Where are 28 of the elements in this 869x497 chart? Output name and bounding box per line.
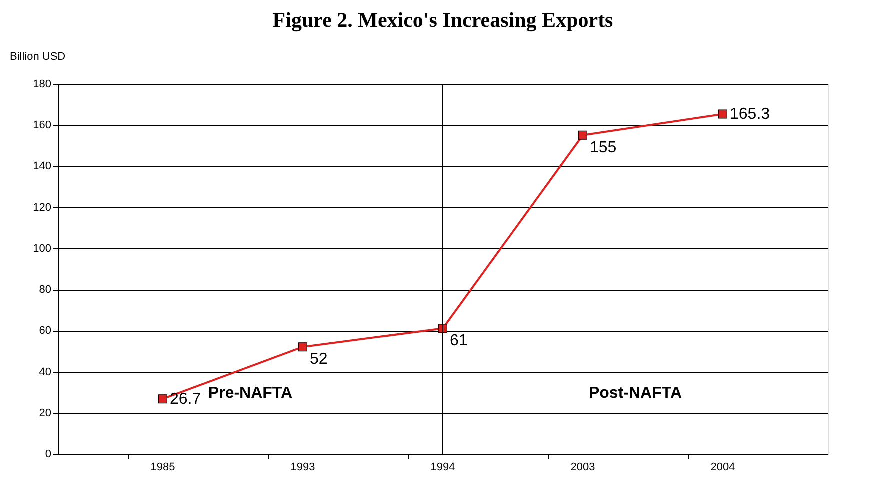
annotation: Pre-NAFTA xyxy=(208,384,294,402)
chart-title: Figure 2. Mexico's Increasing Exports xyxy=(272,8,614,32)
point xyxy=(718,110,728,119)
y-tick-label: 120 xyxy=(33,202,52,214)
y-tick-label: 60 xyxy=(39,325,52,338)
x-tick-label: 1994 xyxy=(430,462,456,474)
point xyxy=(158,394,168,404)
y-tick-label: 0 xyxy=(45,448,52,460)
y-tick-label: 180 xyxy=(33,78,52,90)
annotation: Post-NAFTA xyxy=(588,384,682,402)
y-tick-label: 140 xyxy=(33,160,52,173)
x-tick-label: 2004 xyxy=(710,462,736,474)
data-label: 155 xyxy=(590,139,617,156)
y-tick-label: 20 xyxy=(39,407,52,420)
x-tick-label: 2003 xyxy=(570,462,596,474)
data-label: 52 xyxy=(310,351,328,368)
data-label: 26.7 xyxy=(170,391,202,408)
data-label: 61 xyxy=(450,332,468,350)
y-axis-title: Billion USD xyxy=(10,51,66,63)
point xyxy=(578,130,588,140)
x-tick-label: 1993 xyxy=(290,462,316,474)
x-tick-label: 1985 xyxy=(150,462,176,474)
point xyxy=(298,342,308,352)
y-tick-label: 40 xyxy=(39,366,52,378)
data-label: 165.3 xyxy=(730,106,770,124)
y-tick-label: 160 xyxy=(33,120,52,132)
y-tick-label: 80 xyxy=(39,284,52,296)
y-tick-label: 100 xyxy=(33,242,52,255)
